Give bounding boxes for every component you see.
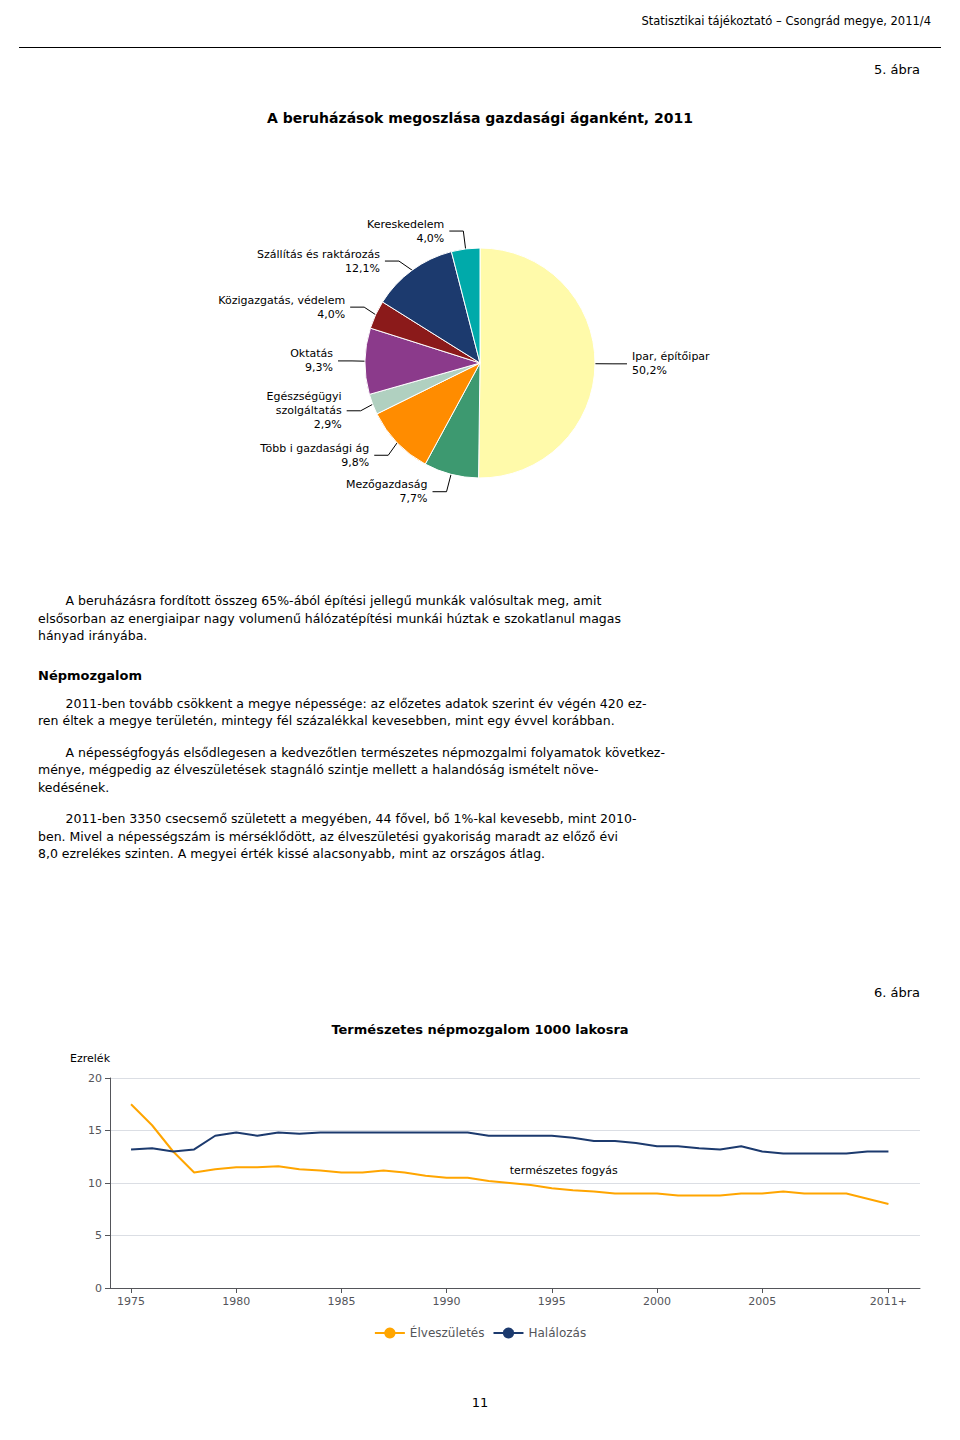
svg-text:5: 5: [95, 1229, 102, 1242]
svg-text:15: 15: [88, 1124, 102, 1137]
svg-text:4,0%: 4,0%: [317, 308, 345, 321]
html-text:6. ábra: 6. ábra: [873, 985, 920, 1000]
svg-text:9,8%: 9,8%: [341, 456, 369, 469]
svg-text:Szállítás és raktározás: Szállítás és raktározás: [257, 248, 380, 261]
svg-text:2005: 2005: [748, 1295, 776, 1308]
svg-text:1990: 1990: [433, 1295, 461, 1308]
html-text:5. ábra: 5. ábra: [873, 62, 920, 77]
svg-text:szolgáltatás: szolgáltatás: [276, 404, 342, 417]
svg-text:A beruházások megoszlása gazda: A beruházások megoszlása gazdasági ágank…: [267, 110, 693, 126]
svg-text:Több i gazdasági ág: Több i gazdasági ág: [259, 442, 369, 455]
svg-text:9,3%: 9,3%: [305, 361, 333, 374]
html-text:Népmozgalom: Népmozgalom: [38, 667, 143, 683]
html-text:11: 11: [471, 1395, 489, 1410]
svg-text:12,1%: 12,1%: [345, 262, 380, 275]
svg-text:7,7%: 7,7%: [400, 492, 428, 505]
svg-text:Közigazgatás, védelem: Közigazgatás, védelem: [218, 294, 345, 307]
svg-text:Természetes népmozgalom 1000 l: Természetes népmozgalom 1000 lakosra: [331, 1022, 628, 1037]
svg-text:Mezőgazdaság: Mezőgazdaság: [346, 478, 427, 491]
html-text:A népességfogyás elsődlegesen: A népességfogyás elsődlegesen a kedvezőt…: [38, 744, 665, 795]
svg-text:2,9%: 2,9%: [314, 418, 342, 431]
svg-text:4,0%: 4,0%: [416, 232, 444, 245]
svg-text:Egészségügyi: Egészségügyi: [266, 390, 341, 403]
svg-text:1995: 1995: [538, 1295, 566, 1308]
svg-text:2000: 2000: [643, 1295, 671, 1308]
svg-text:10: 10: [88, 1177, 102, 1190]
svg-text:20: 20: [88, 1072, 102, 1085]
svg-text:50,2%: 50,2%: [632, 364, 667, 377]
html-text:A beruházásra fordított összeg: A beruházásra fordított összeg 65%-ából …: [38, 593, 621, 643]
svg-text:Ipar, építőipar: Ipar, építőipar: [632, 350, 710, 363]
svg-text:1980: 1980: [222, 1295, 250, 1308]
svg-text:1985: 1985: [327, 1295, 355, 1308]
svg-text:1975: 1975: [117, 1295, 145, 1308]
svg-text:Élveszületés: Élveszületés: [410, 1325, 485, 1340]
svg-text:Kereskedelem: Kereskedelem: [367, 218, 444, 231]
svg-text:2011+: 2011+: [870, 1295, 907, 1308]
html-text:2011-ben tovább csökkent a meg: 2011-ben tovább csökkent a megye népessé…: [38, 695, 647, 729]
svg-text:Ezrelék: Ezrelék: [70, 1052, 111, 1065]
svg-text:természetes fogyás: természetes fogyás: [510, 1164, 618, 1177]
svg-text:Oktatás: Oktatás: [290, 347, 333, 360]
svg-text:0: 0: [95, 1282, 102, 1295]
html-text:2011-ben 3350 csecsemő születe: 2011-ben 3350 csecsemő született a megyé…: [38, 811, 637, 862]
html-text:Statisztikai tájékoztató – Cso: Statisztikai tájékoztató – Csongrád megy…: [641, 14, 931, 28]
svg-text:Halálozás: Halálozás: [528, 1326, 586, 1340]
